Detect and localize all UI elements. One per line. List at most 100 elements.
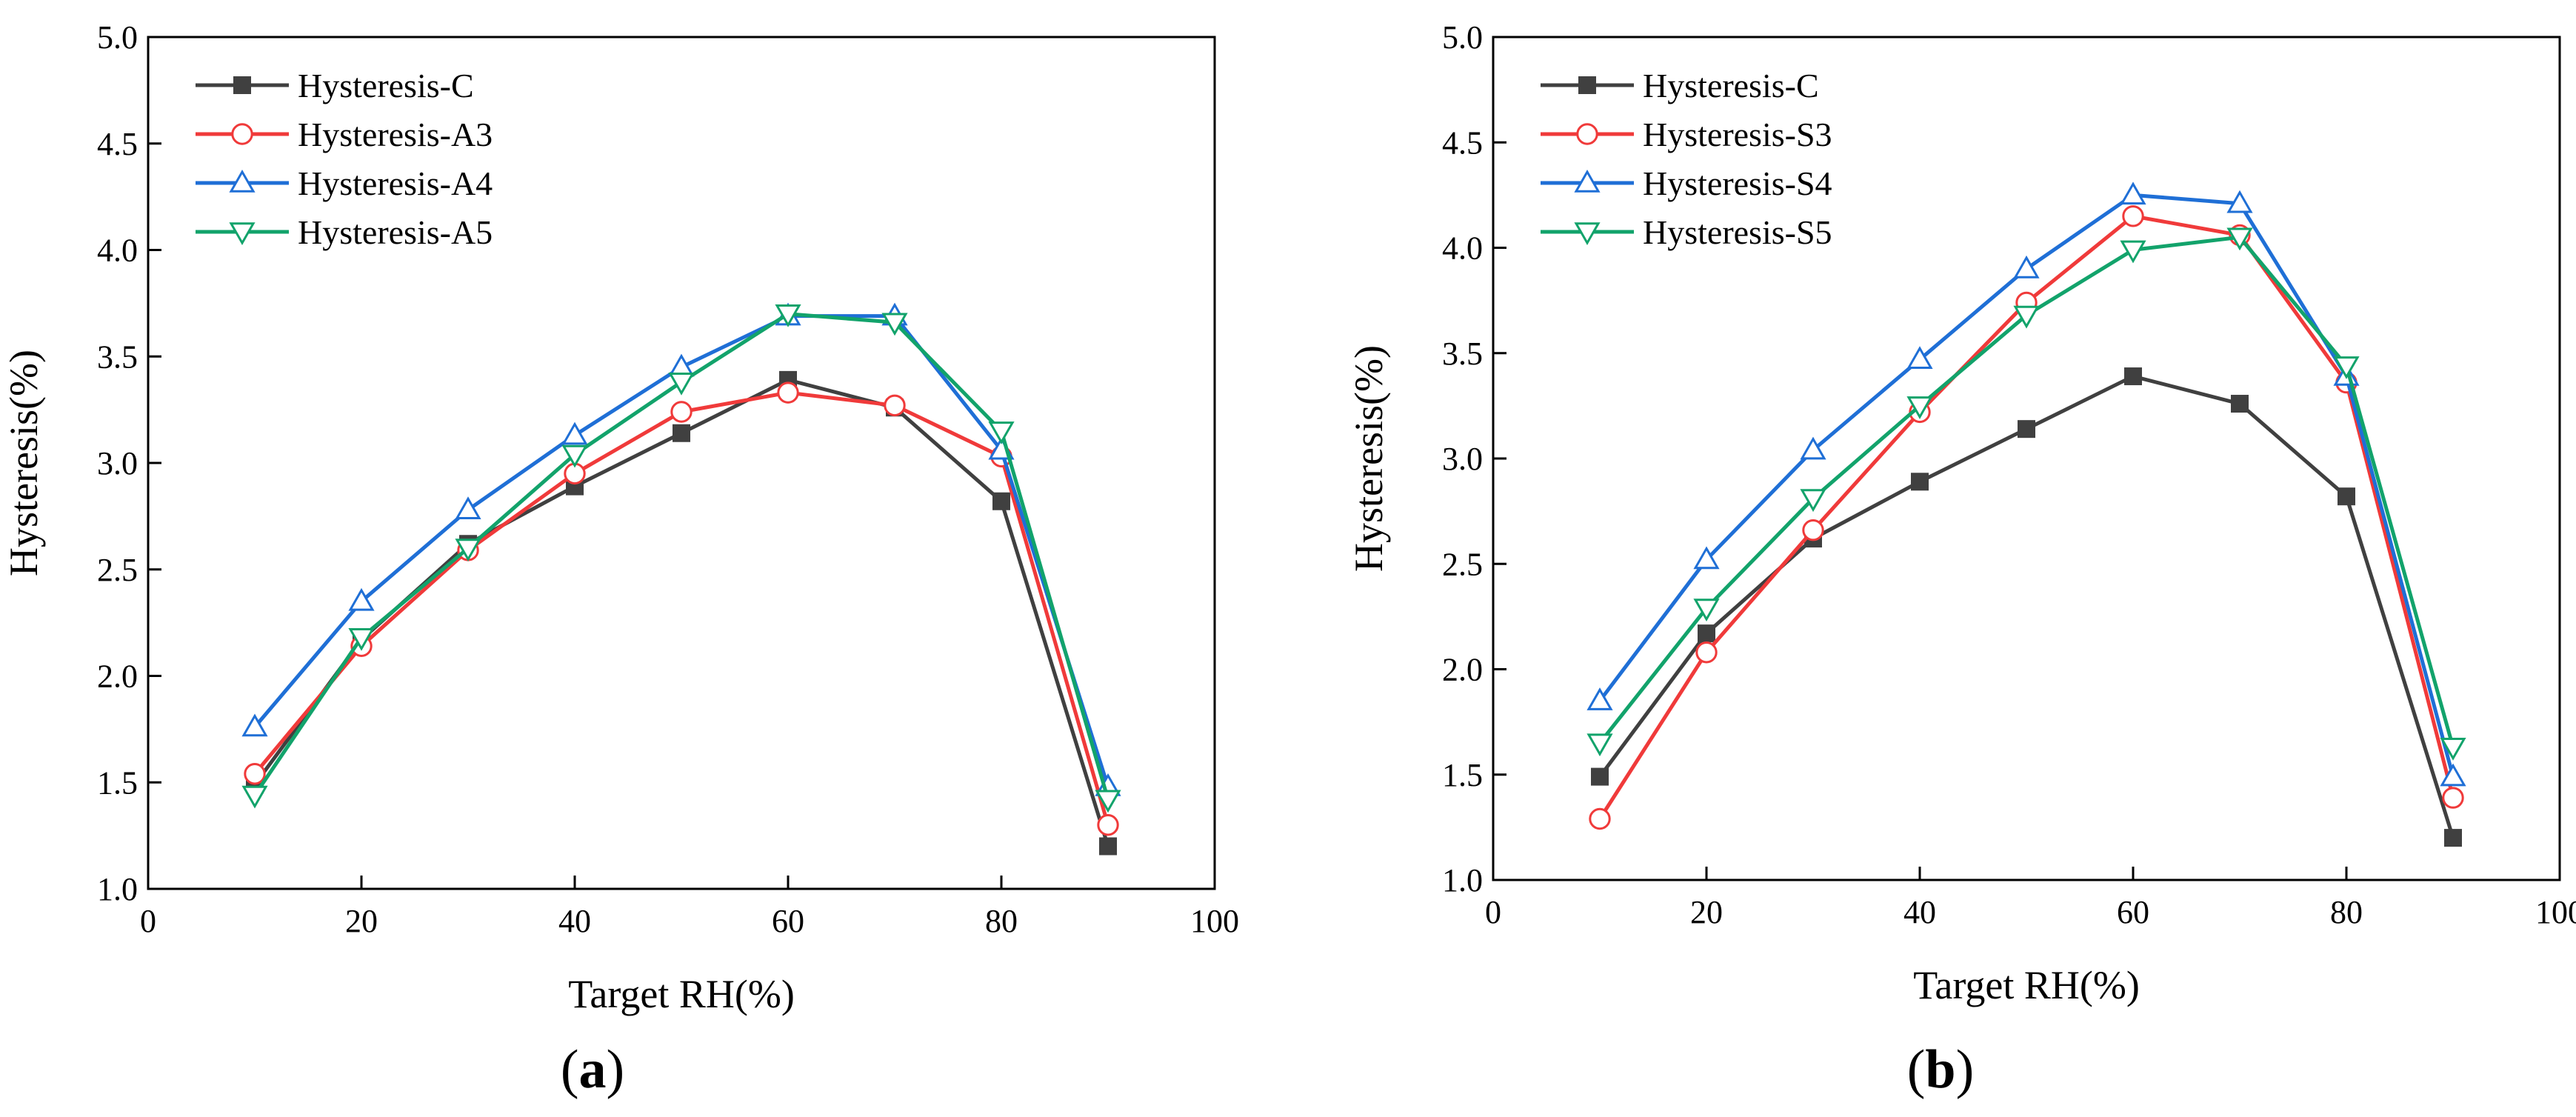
x-tick-label: 40 xyxy=(558,903,591,939)
series-1 xyxy=(246,370,1117,856)
data-point xyxy=(2338,487,2355,506)
series-3 xyxy=(1586,181,2466,787)
y-tick-label: 5.0 xyxy=(1442,19,1483,56)
data-point xyxy=(241,785,268,809)
series-line xyxy=(1598,374,2455,838)
legend: Hysteresis-C Hysteresis-S3 Hysteresis-S4 Hy… xyxy=(1541,67,1832,251)
data-point xyxy=(1586,733,1613,757)
legend-label: Hysteresis-S4 xyxy=(1643,164,1832,202)
data-point xyxy=(1589,807,1611,830)
data-point xyxy=(1099,837,1117,856)
data-point xyxy=(2124,367,2142,386)
data-point xyxy=(1906,346,1933,370)
y-axis-label: Hysteresis(%) xyxy=(1,350,46,576)
data-point xyxy=(2442,787,2464,809)
legend-marker xyxy=(229,222,256,246)
y-tick-label: 2.5 xyxy=(1442,546,1483,582)
data-point xyxy=(1800,489,1826,513)
data-point xyxy=(988,421,1015,444)
x-tick-label: 80 xyxy=(985,903,1018,939)
legend-marker xyxy=(233,76,251,94)
legend-marker xyxy=(231,123,253,145)
y-tick-label: 4.0 xyxy=(97,233,138,269)
x-axis-label: Target RH(%) xyxy=(1913,963,2140,1007)
x-tick-label: 80 xyxy=(2330,894,2363,930)
data-point xyxy=(1906,396,1933,419)
x-tick-label: 60 xyxy=(2117,894,2149,930)
data-point xyxy=(1095,790,1121,813)
y-axis-label: Hysteresis(%) xyxy=(1347,345,1391,572)
panel-label: (a) xyxy=(561,1039,624,1100)
y-tick-label: 1.0 xyxy=(1442,862,1483,898)
data-point xyxy=(241,713,268,737)
y-tick-label: 2.5 xyxy=(97,552,138,588)
data-point xyxy=(561,444,588,468)
data-point xyxy=(348,587,375,611)
data-point xyxy=(1693,546,1720,570)
y-tick-label: 1.5 xyxy=(1442,757,1483,793)
data-point xyxy=(348,628,375,651)
data-point xyxy=(2333,356,2360,379)
x-tick-label: 100 xyxy=(1190,903,1239,939)
legend-marker xyxy=(1578,76,1596,94)
legend-label: Hysteresis-S3 xyxy=(1643,116,1832,153)
legend-label: Hysteresis-A4 xyxy=(298,164,493,202)
y-tick-label: 3.5 xyxy=(1442,336,1483,372)
data-point xyxy=(992,492,1010,510)
data-point xyxy=(1693,598,1720,622)
legend: Hysteresis-C Hysteresis-A3 Hysteresis-A4 Hy… xyxy=(196,67,493,251)
y-tick-label: 3.0 xyxy=(97,445,138,481)
data-point xyxy=(2120,181,2146,205)
y-tick-label: 3.5 xyxy=(97,339,138,375)
x-tick-label: 40 xyxy=(1903,894,1936,930)
data-point xyxy=(2226,190,2253,213)
series-1 xyxy=(1591,367,2462,847)
y-tick-label: 1.0 xyxy=(97,871,138,907)
legend-label: Hysteresis-C xyxy=(1643,67,1819,104)
data-point xyxy=(1911,473,1929,491)
data-point xyxy=(668,373,695,396)
data-point xyxy=(1695,641,1718,664)
legend-label: Hysteresis-A3 xyxy=(298,116,493,153)
panel-label: (b) xyxy=(1907,1039,1974,1100)
data-point xyxy=(2018,420,2035,439)
data-point xyxy=(1800,436,1826,460)
y-tick-label: 4.0 xyxy=(1442,230,1483,267)
legend-marker xyxy=(1574,169,1601,193)
data-point xyxy=(2122,205,2144,227)
x-tick-label: 20 xyxy=(345,903,378,939)
series-line xyxy=(253,390,1110,826)
legend-marker xyxy=(1576,123,1598,145)
y-tick-label: 5.0 xyxy=(97,19,138,56)
data-point xyxy=(2231,395,2249,413)
data-point xyxy=(1097,814,1119,836)
x-tick-label: 60 xyxy=(772,903,804,939)
data-point xyxy=(777,381,799,404)
legend-marker xyxy=(1574,222,1601,246)
legend-marker xyxy=(229,169,256,193)
data-point xyxy=(2120,240,2146,264)
data-point xyxy=(668,353,695,377)
data-point xyxy=(561,421,588,445)
y-tick-label: 1.5 xyxy=(97,764,138,801)
x-tick-label: 100 xyxy=(2535,894,2576,930)
data-point xyxy=(1802,519,1824,541)
x-tick-label: 0 xyxy=(140,903,156,939)
series-2 xyxy=(244,381,1119,836)
series-4 xyxy=(1586,227,2466,761)
data-point xyxy=(455,496,481,519)
data-point xyxy=(2440,738,2466,761)
data-point xyxy=(244,763,266,785)
data-point xyxy=(1698,624,1715,643)
data-point xyxy=(455,539,481,562)
x-tick-label: 20 xyxy=(1690,894,1723,930)
y-tick-label: 4.5 xyxy=(1442,124,1483,161)
data-point xyxy=(2013,255,2040,279)
x-tick-label: 0 xyxy=(1485,894,1501,930)
data-point xyxy=(881,313,908,336)
series-2 xyxy=(1589,205,2464,830)
data-point xyxy=(1586,687,1613,710)
legend-label: Hysteresis-A5 xyxy=(298,213,493,251)
series-line xyxy=(253,378,1110,847)
